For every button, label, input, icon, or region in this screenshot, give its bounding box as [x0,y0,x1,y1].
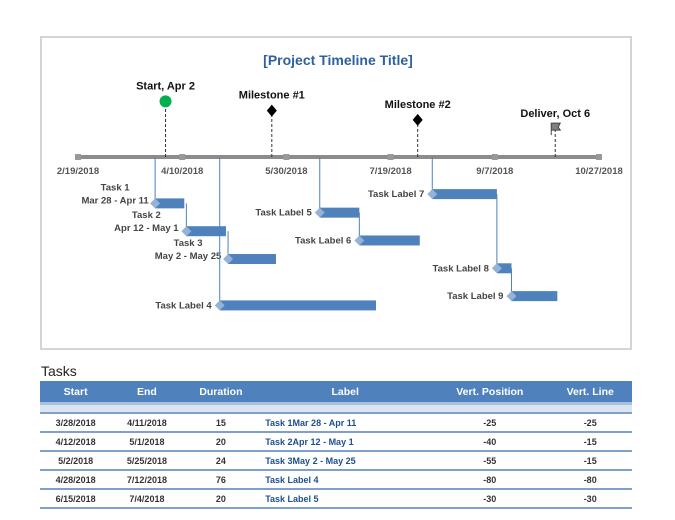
task-label: Apr 12 - May 1 [114,223,179,234]
axis-tick [387,154,394,160]
task-label: Task Label 4 [155,300,212,311]
axis-tick-label: 4/10/2018 [161,166,203,177]
task-start-diamond-icon [223,254,234,265]
table-cell: 15 [182,413,260,433]
axis-tick [596,154,602,160]
task-start-diamond-icon [506,291,517,302]
task-label: Task 1 [101,182,131,193]
tasks-title: Tasks [41,363,77,379]
milestone-diamond-icon [266,104,277,117]
milestone-label: Milestone #2 [385,99,451,111]
milestone-diamond-icon [412,113,423,126]
task-label: Task Label 6 [295,235,351,246]
table-cell: Task 1Mar 28 - Apr 11 [259,413,432,433]
table-cell: 24 [182,451,260,471]
column-header: Vert. Position [431,381,549,405]
table-cell: 4/28/2018 [40,470,112,490]
table-cell: 76 [182,470,260,490]
tasks-table: Start End Duration Label Vert. Position Vert.… [40,381,632,509]
table-cell: -30 [548,489,632,509]
axis-tick-label: 10/27/2018 [575,166,623,177]
table-cell: Task Label 4 [259,470,432,490]
column-header: Start [40,381,112,405]
table-row: 6/15/2018 7/4/2018 20 Task Label 5 -30 -30 [40,489,632,509]
task-label: Task Label 8 [433,263,489,274]
task-bar [186,226,226,237]
table-cell: 7/12/2018 [111,470,183,490]
task-label: Task 3 [174,238,203,249]
task-bar [432,189,497,200]
milestone-label: Deliver, Oct 6 [520,108,590,120]
timeline-chart: [Project Timeline Title] 2/19/2018 4/10/20… [40,36,632,350]
milestone-label: Start, Apr 2 [136,80,195,92]
task-start-diamond-icon [214,300,225,311]
table-cell: Task 3May 2 - May 25 [259,451,432,471]
task-label: Task Label 9 [447,291,503,302]
flag-icon [550,122,562,136]
table-cell: -40 [431,432,549,452]
chart-title: [Project Timeline Title] [263,52,413,68]
table-cell: 7/4/2018 [111,489,183,509]
timeline-svg: [Project Timeline Title] 2/19/2018 4/10/20… [57,52,623,311]
table-cell: -80 [431,470,549,490]
task-bar [219,300,377,311]
task-start-diamond-icon [427,189,438,200]
table-cell: 20 [182,432,260,452]
task-bar [155,198,185,209]
table-cell: 20 [182,489,260,509]
table-cell: -80 [548,470,632,490]
axis-tick-label: 7/19/2018 [369,166,411,177]
milestone-circle-icon [159,95,172,108]
table-cell: -25 [548,413,632,433]
table-cell: 5/2/2018 [40,451,112,471]
task-bar [359,235,420,246]
column-header: Duration [182,381,260,405]
axis-tick-label: 9/7/2018 [476,166,513,177]
table-cell: 6/15/2018 [40,489,112,509]
task-start-diamond-icon [314,207,325,218]
table-cell: -55 [431,451,549,471]
table-row: 3/28/2018 4/11/2018 15 Task 1Mar 28 - Apr 1… [40,413,632,433]
axis-tick [75,154,81,160]
table-cell: 5/1/2018 [111,432,183,452]
table-cell: -30 [431,489,549,509]
milestone-label: Milestone #1 [239,90,305,102]
task-label: May 2 - May 25 [155,251,222,262]
column-header: Label [259,381,432,405]
task-label: Task 2 [132,210,161,221]
table-row: 5/2/2018 5/25/2018 24 Task 3May 2 - May 25-… [40,451,632,471]
table-cell: 4/11/2018 [111,413,183,433]
axis-tick [491,154,498,160]
table-cell: Task Label 5 [259,489,432,509]
task-bar [228,254,276,265]
column-header: Vert. Line [548,381,632,405]
task-start-diamond-icon [354,235,365,246]
task-label: Task Label 7 [368,189,424,200]
table-row: 4/28/2018 7/12/2018 76 Task Label 4 -80 -80 [40,470,632,490]
task-label: Mar 28 - Apr 11 [81,195,149,206]
task-start-diamond-icon [181,226,192,237]
table-cell: 5/25/2018 [111,451,183,471]
task-bar [496,263,512,274]
axis-tick [179,154,186,160]
table-cell: -15 [548,432,632,452]
task-bar [511,291,558,302]
table-cell: 4/12/2018 [40,432,112,452]
table-cell: 3/28/2018 [40,413,112,433]
task-label: Task Label 5 [255,208,312,219]
axis-tick-label: 2/19/2018 [57,166,99,177]
axis-tick [283,154,290,160]
task-start-diamond-icon [150,198,161,209]
task-start-diamond-icon [491,263,502,274]
table-cell: -15 [548,451,632,471]
axis-tick-label: 5/30/2018 [265,166,307,177]
table-row: 4/12/2018 5/1/2018 20 Task 2Apr 12 - May 1-… [40,432,632,452]
table-cell: -25 [431,413,549,433]
table-cell: Task 2Apr 12 - May 1 [259,432,432,452]
task-bar [319,207,360,218]
column-header: End [111,381,183,405]
